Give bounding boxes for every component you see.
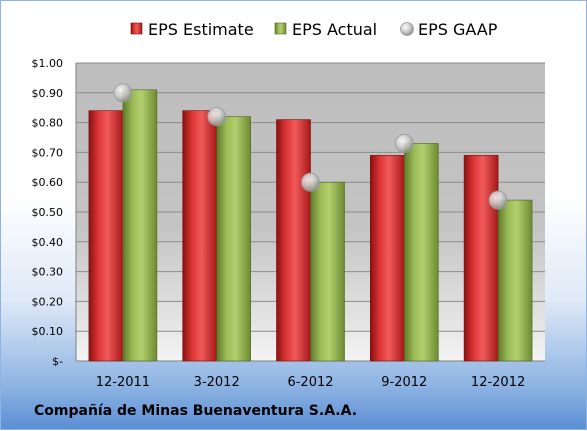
company-name: Compañía de Minas Buenaventura S.A.A.: [34, 403, 358, 419]
legend-label-eps-estimate: EPS Estimate: [148, 20, 254, 39]
x-tick-label: 3-2012: [194, 375, 240, 390]
marker-eps-gaap: [301, 172, 320, 192]
marker-eps-gaap: [394, 134, 414, 153]
bar-eps-actual: [403, 143, 439, 362]
x-tick-label: 6-2012: [287, 375, 333, 390]
y-tick-label: $1.00: [32, 57, 64, 70]
y-tick-label: $0.70: [32, 146, 64, 159]
bar-eps-actual: [310, 181, 345, 362]
legend-swatch-eps-estimate: [130, 22, 143, 35]
legend-label-eps-gaap: EPS GAAP: [418, 20, 498, 39]
marker-eps-gaap: [488, 190, 508, 210]
bar-eps-estimate: [182, 110, 217, 362]
bar-eps-actual: [216, 116, 251, 362]
legend-swatch-eps-actual: [274, 22, 287, 35]
y-tick-label: $0.50: [32, 206, 64, 219]
bar-eps-actual: [497, 199, 533, 362]
bar-eps-actual: [122, 89, 158, 362]
bar-eps-estimate: [88, 110, 124, 362]
x-tick-label: 12-2011: [96, 375, 150, 390]
legend-swatch-eps-gaap: [400, 22, 414, 36]
x-tick-label: 9-2012: [381, 375, 427, 390]
x-tick-label: 12-2012: [471, 375, 525, 390]
y-tick-label: $0.40: [32, 236, 64, 249]
y-tick-label: $0.90: [32, 87, 64, 100]
bar-eps-estimate: [463, 155, 499, 362]
legend-label-eps-actual: EPS Actual: [292, 20, 377, 39]
bar-eps-estimate: [369, 155, 405, 362]
marker-eps-gaap: [113, 83, 133, 103]
y-tick-label: $0.30: [32, 266, 64, 279]
y-tick-label: $0.60: [32, 176, 64, 189]
y-tick-label: $0.10: [32, 325, 64, 338]
y-tick-label: $0.80: [32, 117, 64, 130]
y-tick-label: $-: [52, 355, 63, 368]
marker-eps-gaap: [207, 107, 227, 127]
y-tick-label: $0.20: [32, 295, 64, 308]
bar-eps-estimate: [276, 119, 311, 362]
